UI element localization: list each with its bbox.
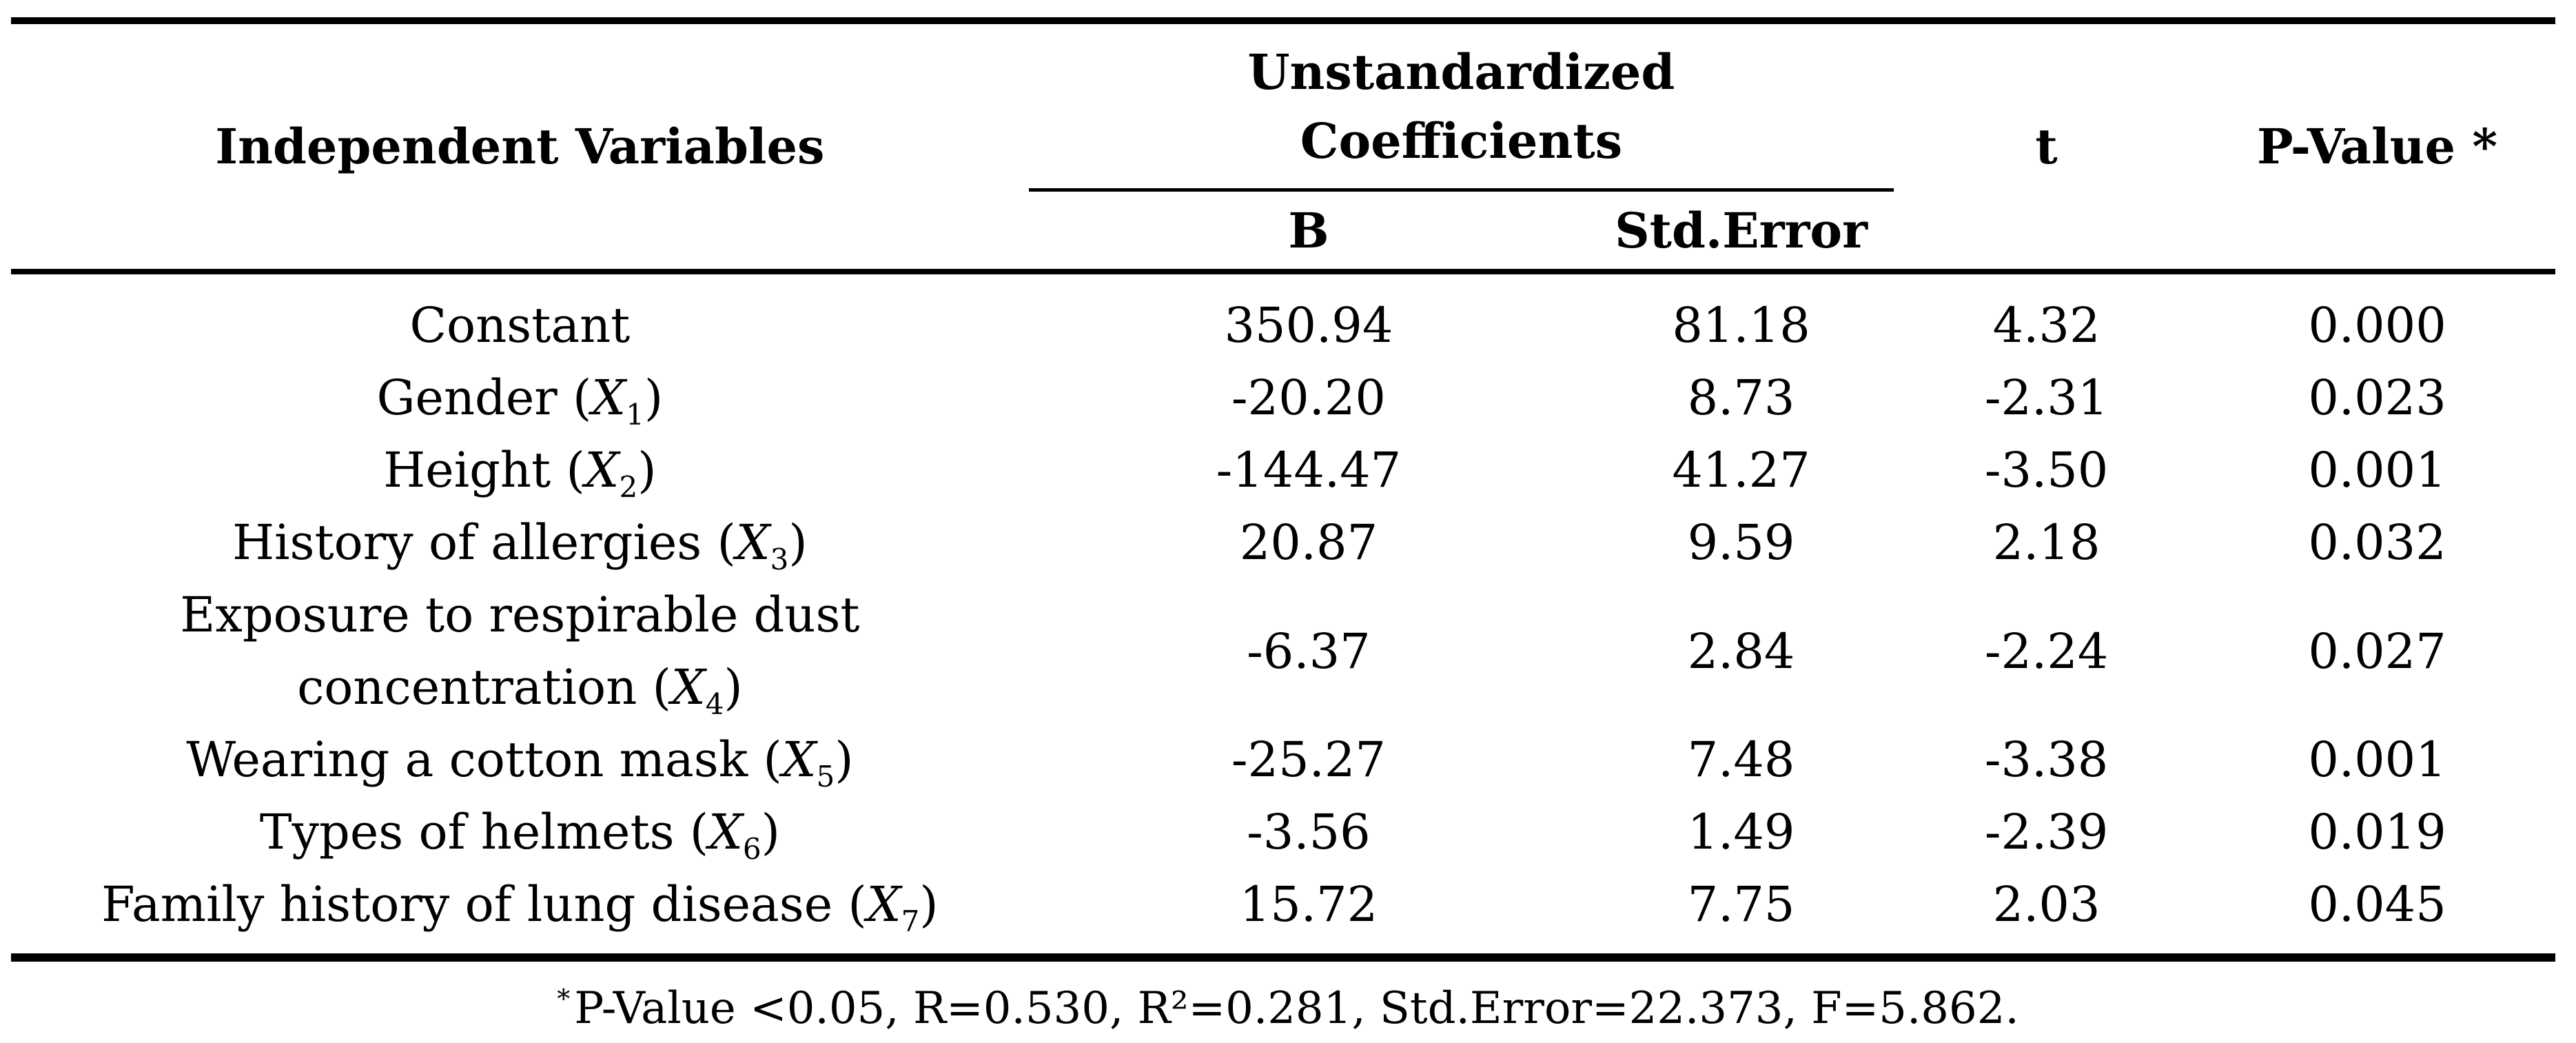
cell-t: -2.24 — [1984, 622, 2109, 680]
cell-t: -3.38 — [1984, 731, 2109, 788]
cell-t: -3.50 — [1984, 442, 2109, 498]
variable-name: Types of helmets ( — [259, 804, 709, 860]
variable-symbol: X — [591, 369, 626, 426]
variable-symbol: X — [866, 876, 901, 933]
cell-std-error: 8.73 — [1687, 369, 1795, 426]
footnote-text: P-Value <0.05, R=0.530, R²=0.281, Std.Er… — [574, 983, 2019, 1034]
cell-std-error: 2.84 — [1687, 622, 1795, 680]
cell-std-error: 7.48 — [1687, 731, 1795, 788]
table-row: Constant 350.94 81.18 4.32 0.000 — [11, 272, 2555, 362]
variable-close: ) — [761, 804, 780, 860]
cell-p-value: 0.019 — [2308, 804, 2446, 860]
cell-p-value: 0.000 — [2308, 297, 2446, 354]
variable-symbol: X — [584, 442, 620, 498]
cell-b: -20.20 — [1231, 369, 1386, 426]
cell-std-error: 7.75 — [1588, 869, 1894, 962]
variable-symbol: X — [708, 804, 743, 860]
header-group-line1: Unstandardized — [1247, 43, 1675, 101]
variable-symbol: X — [781, 731, 817, 788]
variable-name: Constant — [409, 297, 631, 354]
variable-name: Wearing a cotton mask ( — [186, 731, 782, 788]
table-row: Types of helmets (X6) -3.56 1.49 -2.39 0… — [11, 796, 2555, 869]
variable-subscript: 6 — [742, 832, 761, 866]
table-row: Family history of lung disease (X7) 15.7… — [11, 869, 2555, 962]
table-footnote: *P-Value <0.05, R=0.530, R²=0.281, Std.E… — [0, 982, 2576, 1035]
regression-table: Independent Variables Unstandardized Coe… — [11, 17, 2555, 962]
variable-close: ) — [788, 514, 808, 571]
variable-subscript: 4 — [705, 687, 724, 721]
header-std-error: Std.Error — [1588, 190, 1894, 274]
variable-name: Family history of lung disease ( — [101, 876, 867, 933]
header-p-value: P-Value * — [2199, 21, 2555, 274]
cell-t: -2.31 — [1984, 369, 2109, 426]
header-group-line2: Coefficients — [1300, 112, 1623, 170]
header-independent-variables: Independent Variables — [11, 21, 1029, 274]
cell-p-value: 0.001 — [2308, 442, 2446, 498]
variable-name: Exposure to respirable dust concentratio… — [180, 587, 860, 716]
variable-name: Height ( — [383, 442, 585, 498]
variable-close: ) — [724, 659, 743, 716]
variable-close: ) — [637, 442, 657, 498]
cell-b: -6.37 — [1247, 622, 1371, 680]
footnote-star: * — [557, 983, 571, 1014]
variable-close: ) — [919, 876, 939, 933]
header-t: t — [1894, 21, 2200, 274]
cell-b: -3.56 — [1247, 804, 1371, 860]
variable-symbol: X — [735, 514, 770, 571]
table-row: Exposure to respirable dust concentratio… — [11, 579, 2555, 724]
cell-b: 350.94 — [1224, 297, 1393, 354]
variable-subscript: 3 — [770, 543, 789, 576]
cell-p-value: 0.027 — [2308, 622, 2446, 680]
header-b: B — [1028, 190, 1589, 274]
cell-std-error: 9.59 — [1687, 514, 1795, 571]
cell-variable: Types of helmets (X6) — [11, 796, 1029, 869]
variable-name: History of allergies ( — [232, 514, 736, 571]
table-body: Constant 350.94 81.18 4.32 0.000 Gender … — [11, 272, 2555, 962]
cell-b: -144.47 — [1216, 442, 1402, 498]
table-row: History of allergies (X3) 20.87 9.59 2.1… — [11, 507, 2555, 579]
cell-p-value: 0.032 — [2308, 514, 2446, 571]
cell-p-value: 0.045 — [2199, 869, 2555, 962]
cell-variable: Wearing a cotton mask (X5) — [11, 724, 1029, 796]
cell-t: 2.03 — [1894, 869, 2200, 962]
cell-variable: Constant — [11, 272, 1029, 362]
variable-close: ) — [835, 731, 854, 788]
cell-p-value: 0.001 — [2308, 731, 2446, 788]
table-row: Wearing a cotton mask (X5) -25.27 7.48 -… — [11, 724, 2555, 796]
cell-b: 20.87 — [1239, 514, 1378, 571]
header-unstandardized-coefficients: Unstandardized Coefficients — [1028, 21, 1894, 192]
cell-b: -25.27 — [1231, 731, 1386, 788]
table-header: Independent Variables Unstandardized Coe… — [11, 21, 2555, 274]
variable-subscript: 7 — [901, 904, 920, 938]
cell-t: 2.18 — [1992, 514, 2100, 571]
table-row: Gender (X1) -20.20 8.73 -2.31 0.023 — [11, 362, 2555, 434]
cell-std-error: 81.18 — [1672, 297, 1810, 354]
variable-subscript: 5 — [816, 760, 835, 793]
variable-close: ) — [644, 369, 664, 426]
variable-symbol: X — [671, 659, 706, 716]
cell-variable: Exposure to respirable dust concentratio… — [11, 579, 1029, 724]
cell-variable: History of allergies (X3) — [11, 507, 1029, 579]
variable-subscript: 2 — [619, 470, 638, 504]
cell-t: 4.32 — [1992, 297, 2100, 354]
variable-name: Gender ( — [376, 369, 592, 426]
cell-variable: Height (X2) — [11, 434, 1029, 507]
variable-subscript: 1 — [626, 398, 644, 432]
cell-b: 15.72 — [1028, 869, 1589, 962]
cell-t: -2.39 — [1984, 804, 2109, 860]
cell-std-error: 41.27 — [1672, 442, 1810, 498]
cell-std-error: 1.49 — [1687, 804, 1795, 860]
cell-variable: Family history of lung disease (X7) — [11, 869, 1029, 962]
cell-p-value: 0.023 — [2308, 369, 2446, 426]
table-row: Height (X2) -144.47 41.27 -3.50 0.001 — [11, 434, 2555, 507]
cell-variable: Gender (X1) — [11, 362, 1029, 434]
